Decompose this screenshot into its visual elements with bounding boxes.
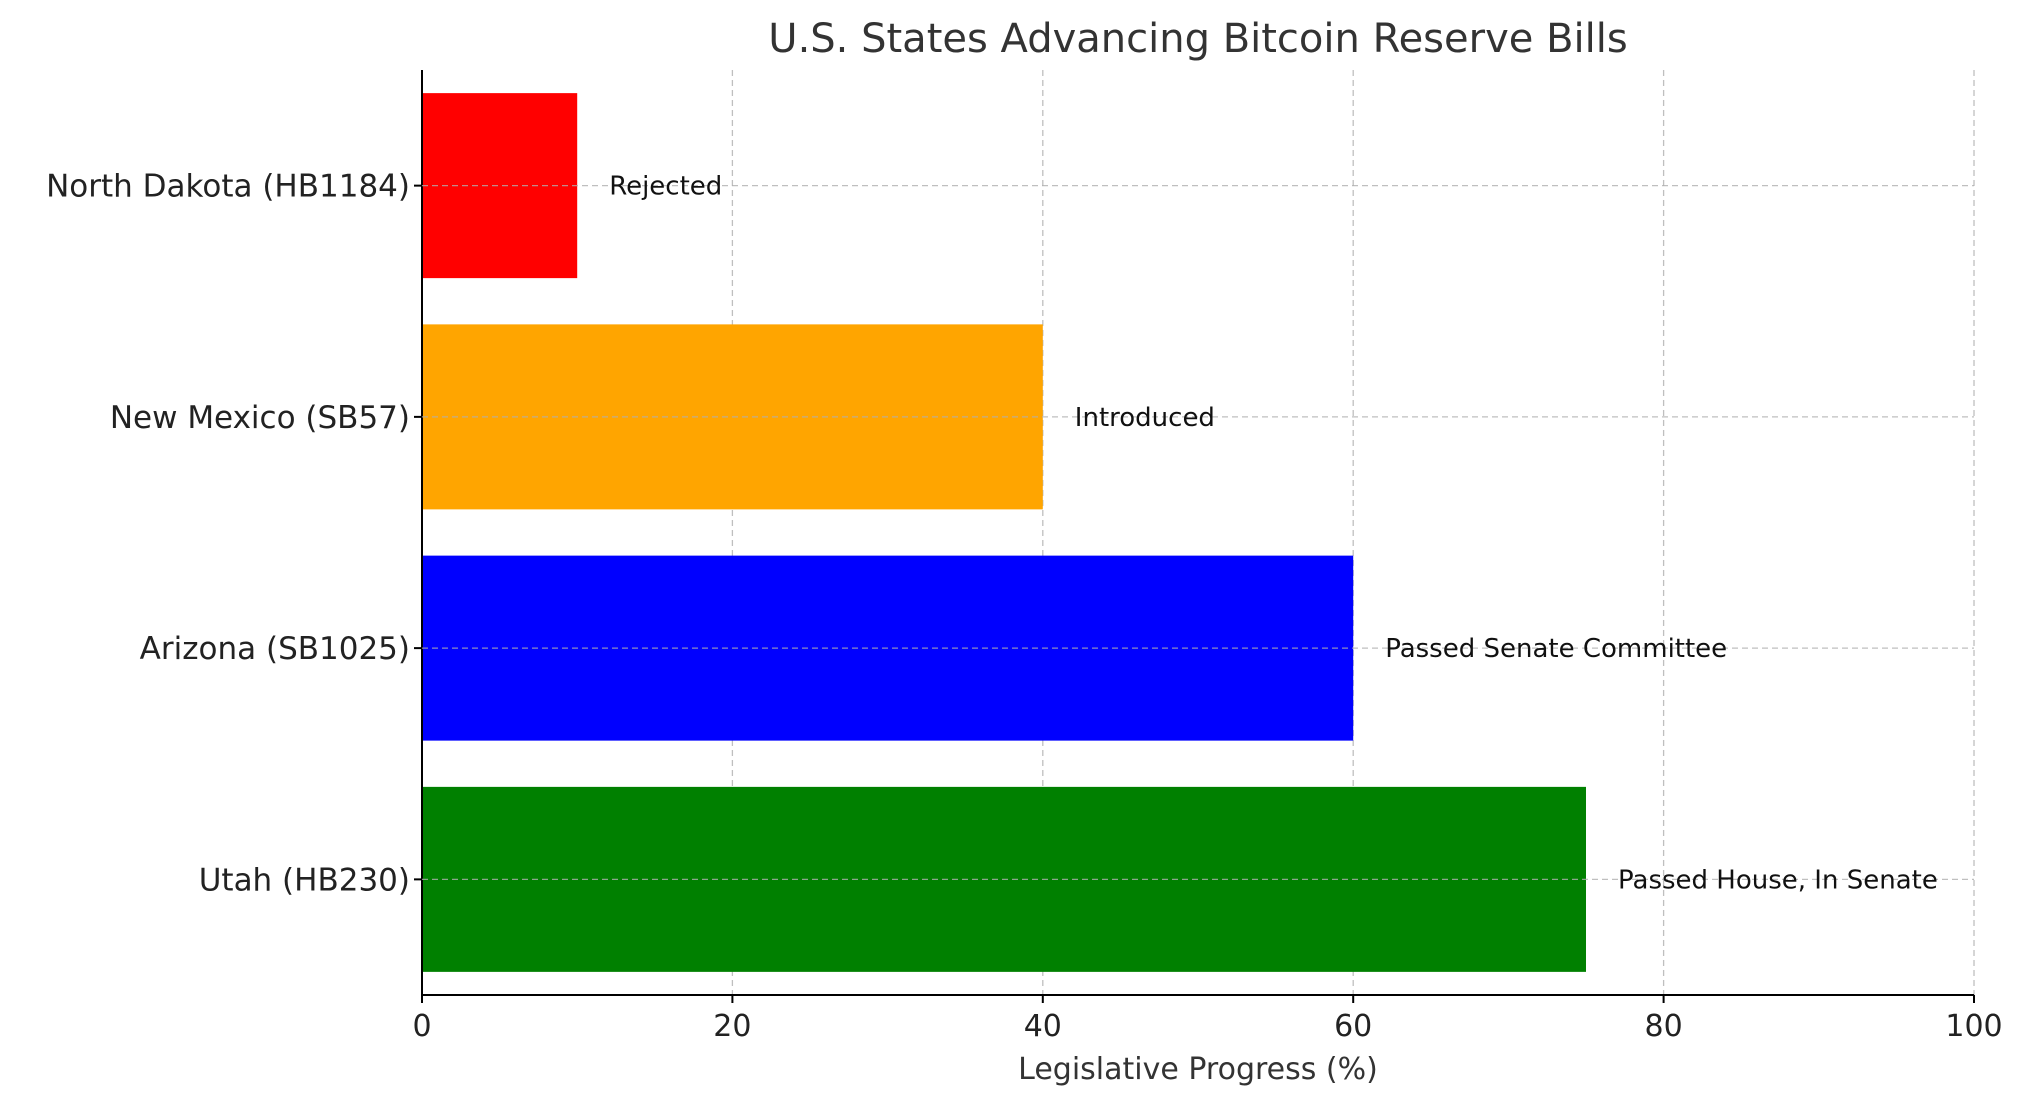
- axes-layer: [421, 70, 1974, 996]
- x-tick-label-4: 80: [1645, 1009, 1683, 1044]
- y-ticks-layer: North Dakota (HB1184) New Mexico (SB57) Ar…: [46, 169, 422, 898]
- x-axis-title: Legislative Progress (%): [1018, 1052, 1378, 1087]
- data-labels-layer: Rejected Introduced Passed Senate Committe…: [422, 172, 1974, 895]
- bars-layer: [422, 93, 1586, 972]
- x-ticks-layer: 0 20 40 60 80 100: [412, 995, 2003, 1044]
- x-tick-label-2: 40: [1024, 1009, 1062, 1044]
- y-tick-label-2: Arizona (SB1025): [140, 631, 410, 667]
- data-label-3: Passed House, In Senate: [1618, 865, 1938, 895]
- data-label-2: Passed Senate Committee: [1385, 634, 1727, 664]
- chart-title: U.S. States Advancing Bitcoin Reserve Bi…: [768, 16, 1627, 62]
- x-tick-label-3: 60: [1334, 1009, 1372, 1044]
- data-label-0: Rejected: [609, 172, 722, 202]
- x-tick-label-0: 0: [412, 1009, 431, 1044]
- y-tick-label-3: Utah (HB230): [199, 862, 410, 898]
- x-tick-label-1: 20: [713, 1009, 751, 1044]
- y-tick-label-0: North Dakota (HB1184): [46, 169, 410, 205]
- data-label-1: Introduced: [1075, 403, 1215, 433]
- x-tick-label-5: 100: [1945, 1009, 2002, 1044]
- y-tick-label-1: New Mexico (SB57): [110, 400, 410, 436]
